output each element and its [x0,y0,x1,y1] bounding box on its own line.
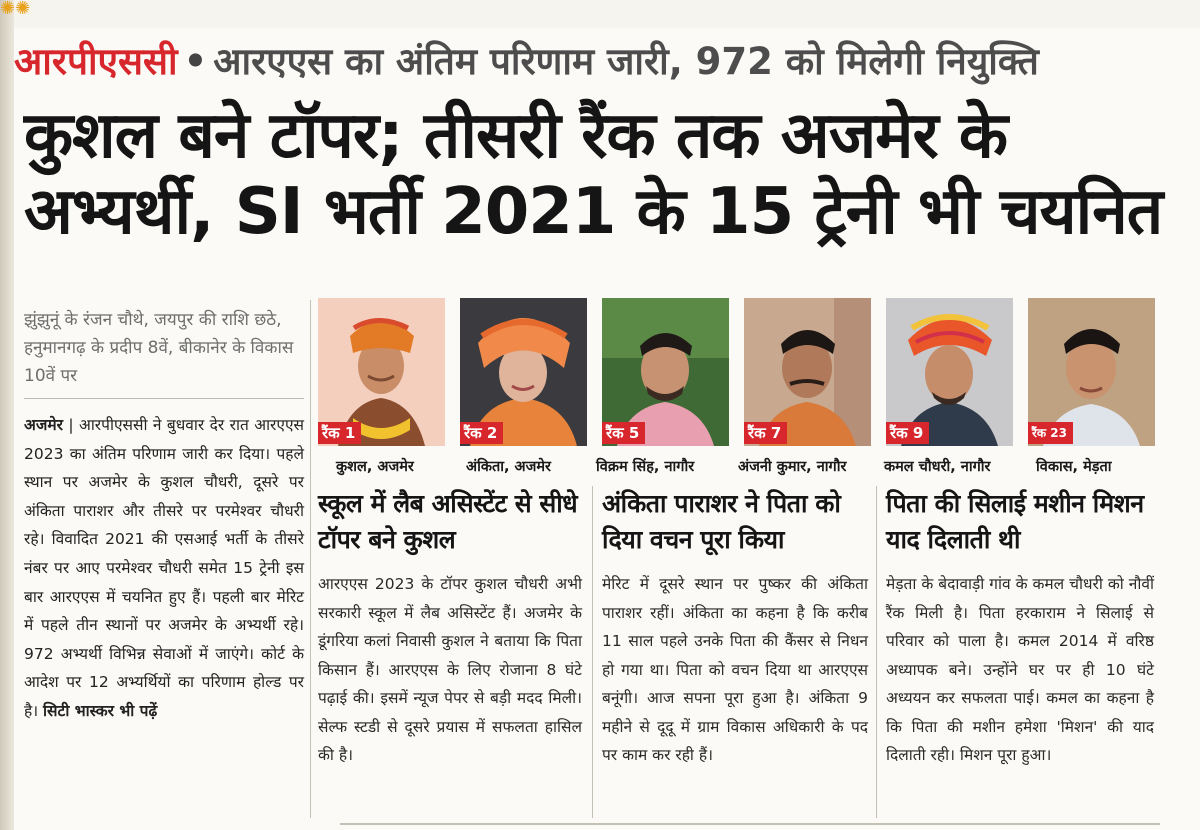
rank-badge: रैंक 2 [460,422,504,444]
rank-badge: रैंक 5 [602,422,646,444]
candidate-photo: रैंक 7 [744,298,871,446]
rank-badge: रैंक 23 [1028,422,1074,444]
candidate-photo: रैंक 1 [318,298,445,446]
candidate-photo: रैंक 2 [460,298,587,446]
candidate-name: अंजनी कुमार, नागौर [738,459,847,475]
story-body: आरएएस 2023 के टॉपर कुशल चौधरी अभी सरकारी… [318,575,582,764]
candidate-photos: रैंक 1 रैंक 2 रैंक 5 [318,298,1158,448]
candidate-name: कमल चौधरी, नागौर [884,459,991,475]
candidate-photo: रैंक 9 [886,298,1013,446]
column-divider [592,486,593,818]
candidate-name: अंकिता, अजमेर [466,459,551,475]
kicker-dot: • [183,40,208,83]
kicker-text: आरएएस का अंतिम परिणाम जारी, 972 को मिलेग… [213,40,1039,83]
bottom-rule [340,823,1160,825]
lead-story-text: आरपीएससी ने बुधवार देर रात आरएएस 2023 का… [24,416,304,720]
rank-badge: रैंक 1 [318,422,362,444]
column-divider [310,300,311,818]
dateline: अजमेर [24,416,63,434]
page-edge [0,0,14,830]
candidate-name: कुशल, अजमेर [336,459,414,475]
kicker-brand: आरपीएससी [14,40,178,83]
dateline-separator: | [62,416,79,434]
candidate-photo: रैंक 23 [1028,298,1155,446]
candidate-photo: रैंक 5 [602,298,729,446]
story-ankita: अंकिता पाराशर ने पिता को दिया वचन पूरा क… [602,486,868,770]
candidate-name: विकास, मेड़ता [1036,459,1112,475]
candidate-name: विक्रम सिंह, नागौर [596,459,695,475]
story-heading: अंकिता पाराशर ने पिता को दिया वचन पूरा क… [602,489,841,554]
story-kamal: पिता की सिलाई मशीन मिशन याद दिलाती थी मे… [886,486,1154,770]
headline-line-2: अभ्यर्थी, SI भर्ती 2021 के 15 ट्रेनी भी … [24,175,1163,249]
story-body: मेड़ता के बेदावाड़ी गांव के कमल चौधरी को… [886,575,1154,764]
rank-badge: रैंक 9 [886,422,930,444]
lead-column: झुंझुनूं के रंजन चौथे, जयपुर की राशि छठे… [24,306,304,821]
headline-line-1: कुशल बने टॉपर; तीसरी रैंक तक अजमेर के [24,99,1008,173]
story-heading: स्कूल में लैब असिस्टेंट से सीधे टॉपर बने… [318,489,578,554]
kicker-line: आरपीएससी • आरएएस का अंतिम परिणाम जारी, 972… [14,38,1184,86]
deck-summary: झुंझुनूं के रंजन चौथे, जयपुर की राशि छठे… [24,306,304,399]
main-headline: कुशल बने टॉपर; तीसरी रैंक तक अजमेर के अभ… [24,98,1184,250]
story-heading: पिता की सिलाई मशीन मिशन याद दिलाती थी [886,489,1144,554]
column-divider [876,486,877,818]
story-body: मेरिट में दूसरे स्थान पर पुष्कर की अंकित… [602,575,868,764]
story-kushal: स्कूल में लैब असिस्टेंट से सीधे टॉपर बने… [318,486,582,770]
corner-sun-icon: ✺✺ [0,0,31,19]
rank-badge: रैंक 7 [744,422,788,444]
cross-reference: सिटी भास्कर भी पढ़ें [43,701,158,720]
lead-story-body: अजमेर | आरपीएससी ने बुधवार देर रात आरएएस… [24,411,304,726]
